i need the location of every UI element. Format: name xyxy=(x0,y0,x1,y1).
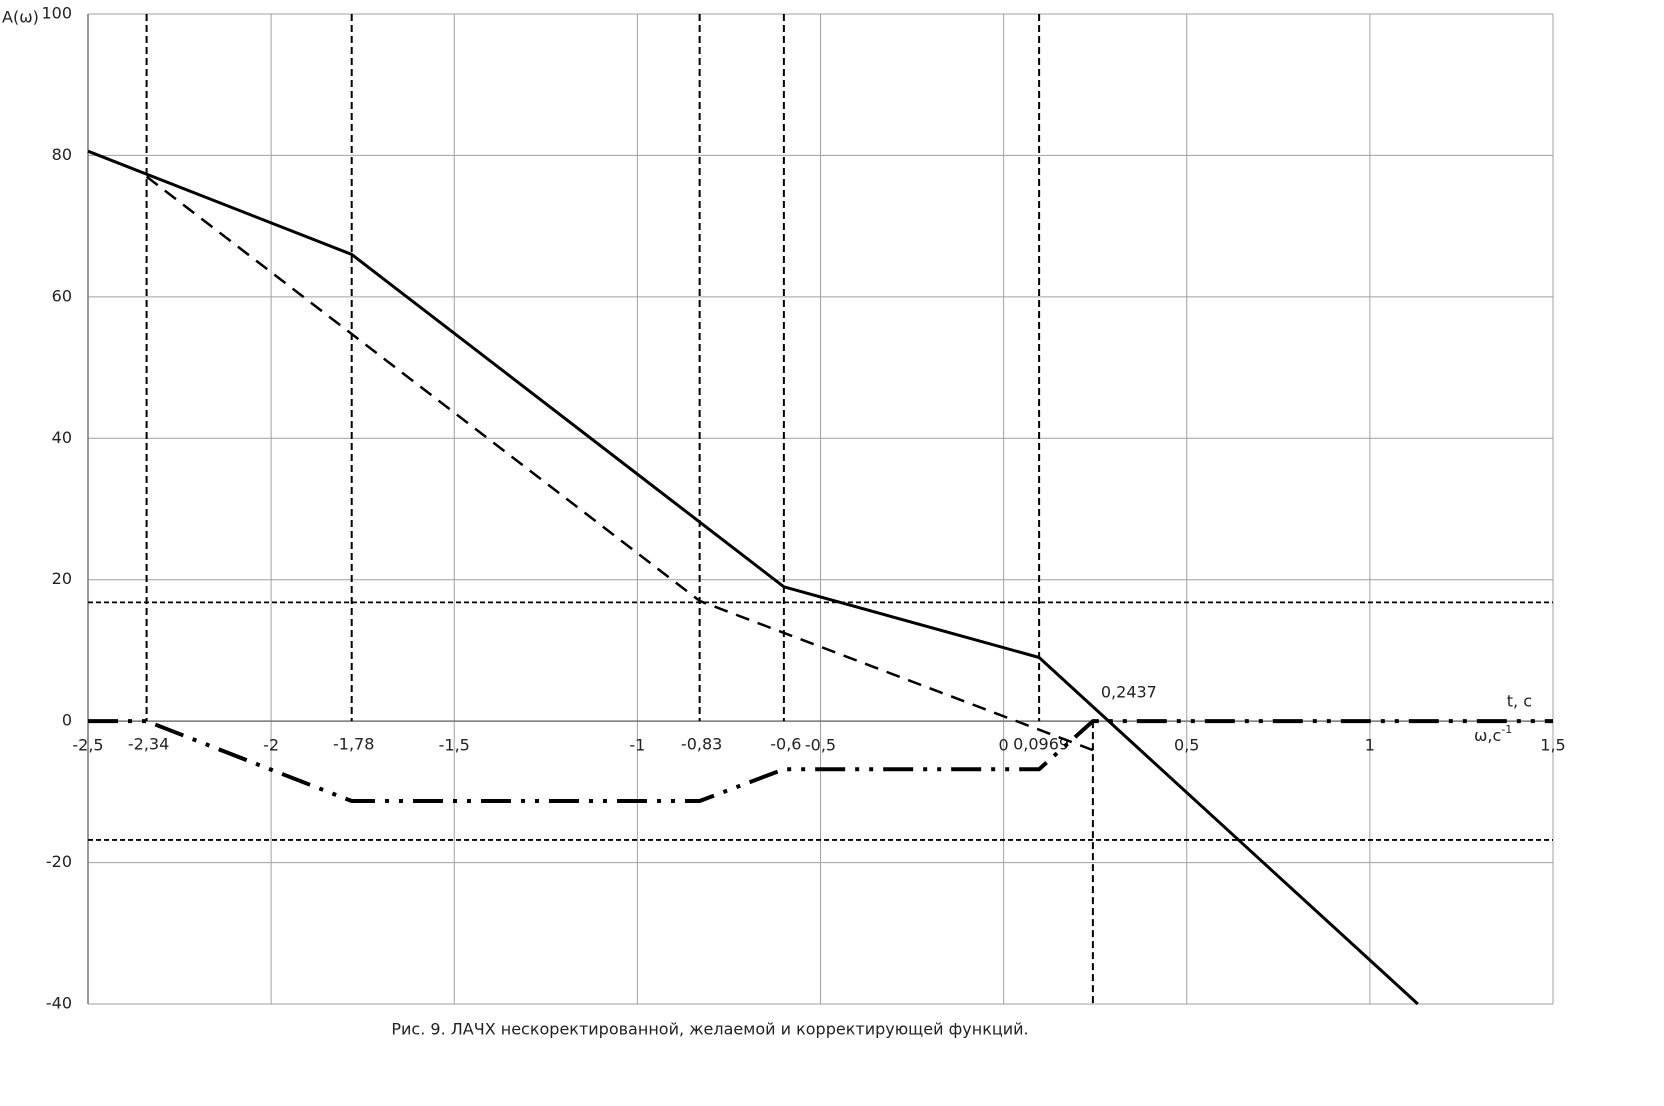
x-axis-label-sup: -1 xyxy=(1501,723,1512,736)
reference-label: -0,6 xyxy=(770,735,801,754)
y-tick-label: 40 xyxy=(52,428,72,447)
y-tick-label: 60 xyxy=(52,286,72,305)
reference-label: -0,83 xyxy=(681,735,722,754)
x-tick-label: 0 xyxy=(999,736,1009,755)
x-axis-label-top: t, c xyxy=(1507,692,1532,711)
reference-label: 0,2437 xyxy=(1101,683,1157,702)
y-tick-label: -20 xyxy=(46,852,72,871)
y-tick-label: 80 xyxy=(52,145,72,164)
y-tick-label: -40 xyxy=(46,994,72,1013)
reference-label: 0,0969 xyxy=(1013,735,1069,754)
x-axis-label: ω,c-1 xyxy=(1474,723,1512,745)
reference-label: -2,34 xyxy=(128,735,169,754)
y-tick-label: 20 xyxy=(52,569,72,588)
x-tick-label: 0,5 xyxy=(1174,736,1199,755)
series-line xyxy=(88,719,1553,804)
reference-label: -1,78 xyxy=(333,735,374,754)
x-axis-label-main: ω,c xyxy=(1474,726,1501,745)
x-tick-label: -2 xyxy=(263,736,279,755)
chart-title: Рис. 9. ЛАЧХ нескоректированной, желаемо… xyxy=(391,1020,1028,1039)
x-tick-label: -1 xyxy=(629,736,645,755)
y-tick-label: 0 xyxy=(62,711,72,730)
x-tick-label: -1,5 xyxy=(439,736,470,755)
series-line xyxy=(87,149,1419,1006)
y-tick-label: 100 xyxy=(41,4,72,23)
series-line xyxy=(145,175,1094,752)
y-axis-label: A(ω) xyxy=(2,8,39,27)
x-tick-label: 1,5 xyxy=(1540,736,1565,755)
x-tick-label: 1 xyxy=(1365,736,1375,755)
x-tick-label: -0,5 xyxy=(805,736,836,755)
